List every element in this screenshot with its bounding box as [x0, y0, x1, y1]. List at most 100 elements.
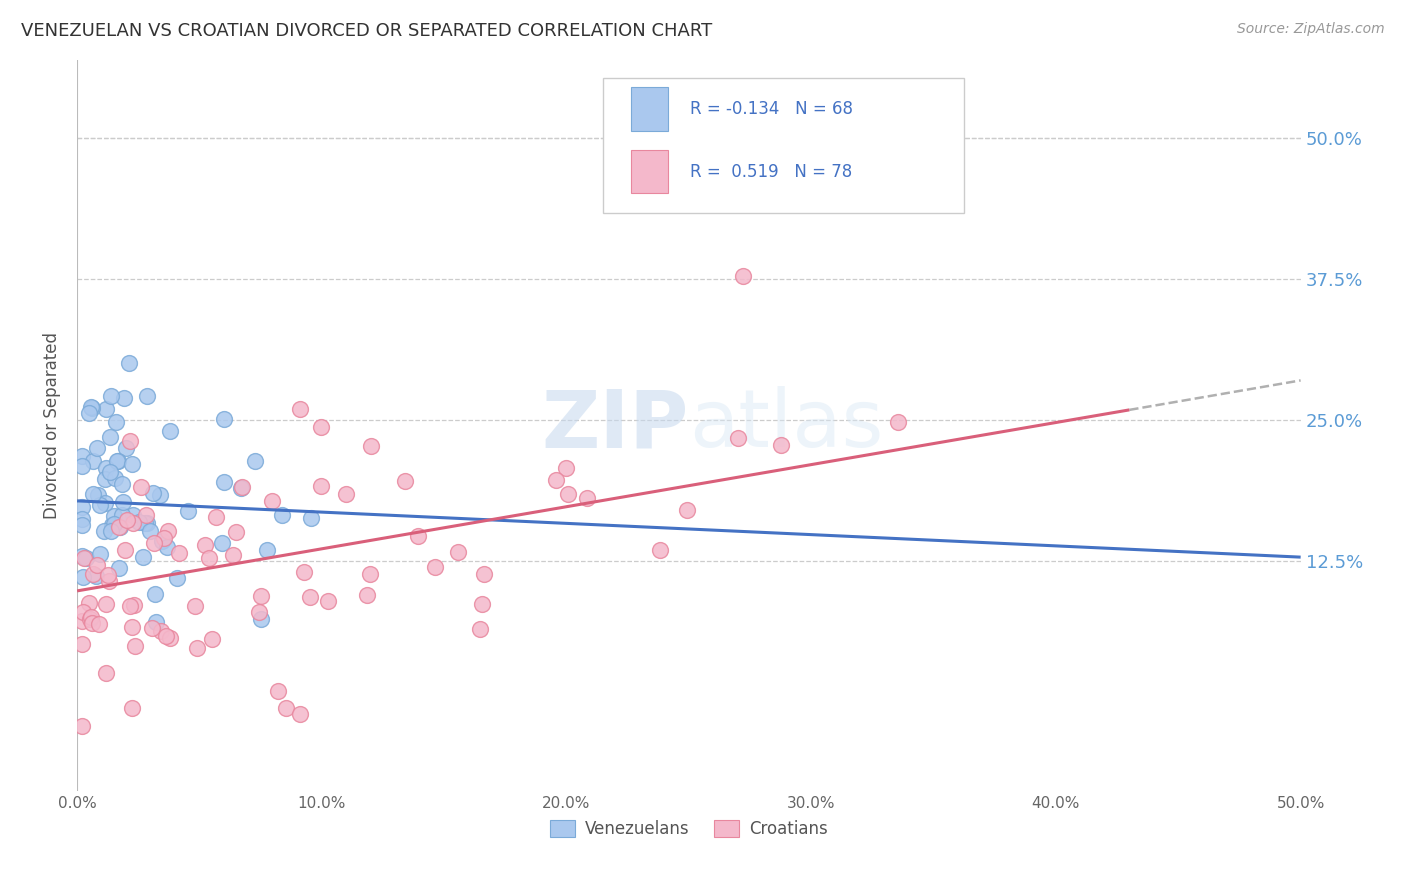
Point: [70, 511, 93, 525]
Point: [134, 516, 156, 530]
Point: [108, 561, 131, 575]
Point: [104, 471, 127, 485]
Text: atlas: atlas: [689, 386, 883, 465]
Point: [103, 516, 125, 531]
Point: [70, 500, 93, 514]
Point: [155, 629, 177, 643]
Point: [75, 551, 97, 566]
Point: [70, 719, 93, 733]
Point: [80, 610, 103, 624]
Point: [648, 543, 671, 558]
FancyBboxPatch shape: [603, 78, 965, 213]
Point: [70, 549, 93, 564]
Point: [84, 568, 107, 582]
Point: [73, 551, 96, 566]
Point: [96, 402, 118, 417]
Point: [731, 268, 754, 283]
Point: [136, 389, 159, 403]
Point: [98, 465, 121, 479]
Point: [555, 460, 578, 475]
Point: [89, 547, 111, 561]
Point: [80, 400, 103, 414]
Point: [97, 567, 120, 582]
Point: [70, 518, 93, 533]
Point: [290, 707, 312, 722]
Point: [727, 431, 749, 445]
Point: [157, 524, 180, 538]
Point: [267, 683, 290, 698]
Point: [153, 531, 176, 545]
Point: [70, 614, 93, 628]
Point: [149, 488, 172, 502]
Point: [145, 615, 167, 630]
Point: [211, 535, 233, 549]
Point: [298, 590, 321, 604]
Point: [86, 558, 108, 573]
Point: [150, 534, 173, 549]
Point: [406, 529, 429, 543]
Point: [114, 543, 136, 558]
Point: [177, 503, 200, 517]
FancyBboxPatch shape: [631, 87, 668, 131]
Point: [121, 701, 143, 715]
Point: [112, 391, 135, 405]
Point: [425, 560, 447, 574]
Point: [107, 454, 129, 468]
Point: [86, 441, 108, 455]
Point: [356, 588, 378, 602]
Point: [111, 508, 134, 522]
Point: [135, 508, 157, 522]
Point: [139, 524, 162, 538]
Point: [447, 544, 470, 558]
Point: [94, 496, 117, 510]
Point: [122, 508, 145, 523]
Text: ZIP: ZIP: [541, 386, 689, 465]
Point: [159, 424, 181, 438]
Point: [121, 516, 143, 531]
Point: [121, 620, 143, 634]
Point: [243, 453, 266, 467]
Point: [156, 540, 179, 554]
Point: [98, 574, 121, 589]
Point: [212, 475, 235, 489]
Point: [231, 479, 253, 493]
Point: [72, 570, 94, 584]
Point: [166, 572, 188, 586]
Point: [309, 479, 332, 493]
Point: [360, 439, 382, 453]
Point: [394, 474, 416, 488]
Point: [128, 515, 150, 529]
Point: [105, 454, 128, 468]
Point: [79, 612, 101, 626]
Point: [229, 481, 252, 495]
Point: [93, 524, 115, 539]
Point: [89, 499, 111, 513]
Point: [299, 510, 322, 524]
Point: [135, 516, 157, 530]
Point: [225, 524, 247, 539]
Point: [100, 524, 122, 538]
Point: [120, 434, 142, 449]
Point: [359, 567, 381, 582]
Point: [111, 477, 134, 491]
Point: [94, 472, 117, 486]
Point: [141, 621, 163, 635]
Point: [129, 480, 152, 494]
Text: VENEZUELAN VS CROATIAN DIVORCED OR SEPARATED CORRELATION CHART: VENEZUELAN VS CROATIAN DIVORCED OR SEPAR…: [21, 22, 713, 40]
Point: [70, 449, 93, 463]
Point: [80, 615, 103, 630]
Point: [114, 441, 136, 455]
Point: [104, 415, 127, 429]
Point: [544, 473, 567, 487]
Point: [159, 632, 181, 646]
Point: [575, 491, 598, 505]
Text: R = -0.134   N = 68: R = -0.134 N = 68: [690, 101, 853, 119]
Point: [471, 597, 494, 611]
Text: Source: ZipAtlas.com: Source: ZipAtlas.com: [1237, 22, 1385, 37]
Point: [271, 508, 294, 522]
Point: [117, 513, 139, 527]
Point: [70, 458, 93, 473]
Point: [212, 411, 235, 425]
Point: [221, 549, 243, 563]
Point: [201, 632, 224, 646]
